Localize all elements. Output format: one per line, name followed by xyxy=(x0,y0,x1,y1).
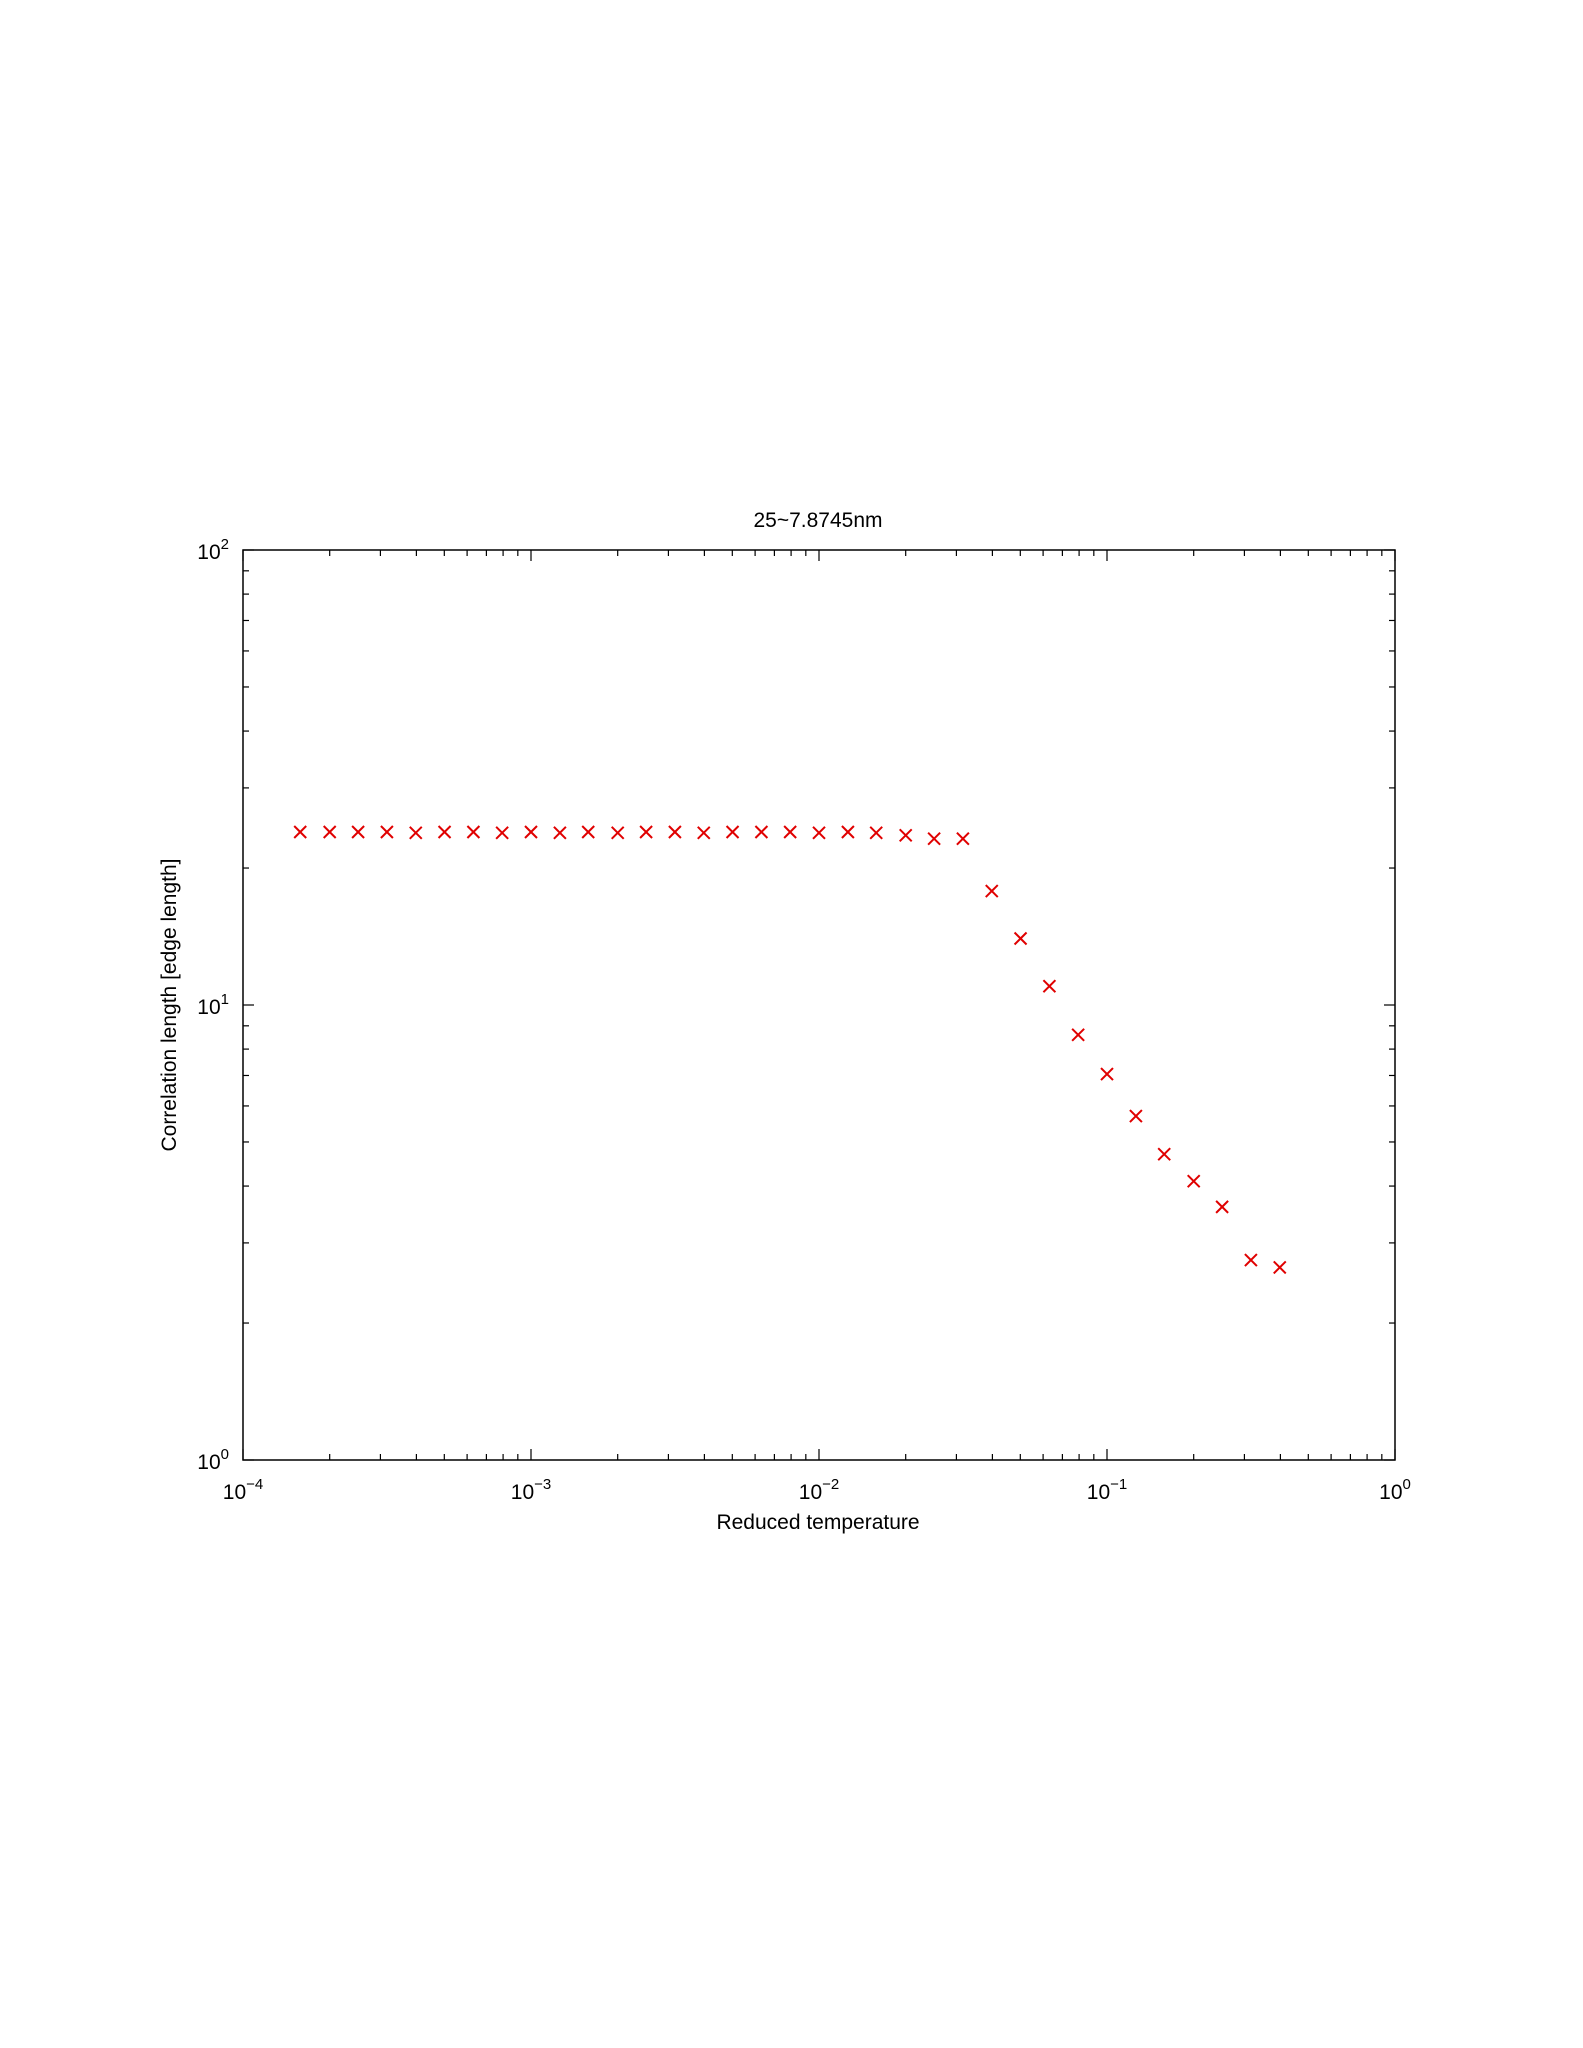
data-point-stroke xyxy=(783,825,797,839)
data-point-stroke xyxy=(524,825,538,839)
x-tick-label: 10−2 xyxy=(799,1476,839,1504)
data-point-stroke xyxy=(1215,1200,1229,1214)
data-point xyxy=(841,825,855,839)
data-point xyxy=(668,825,682,839)
data-point xyxy=(1186,1174,1201,1188)
data-point xyxy=(1157,1147,1171,1161)
data-point-stroke xyxy=(610,826,625,840)
data-point xyxy=(351,825,365,839)
data-point xyxy=(697,826,711,840)
data-point-stroke xyxy=(956,831,970,846)
data-point xyxy=(581,825,595,839)
data-point-stroke xyxy=(898,828,913,843)
data-point-stroke xyxy=(1100,1067,1114,1081)
data-point-stroke xyxy=(841,825,855,839)
data-point xyxy=(495,826,509,840)
data-point xyxy=(409,826,423,840)
data-point xyxy=(1273,1260,1287,1275)
data-point-stroke xyxy=(1273,1260,1287,1275)
chart-title: 25~7.8745nm xyxy=(753,509,882,532)
data-point-stroke xyxy=(1129,1109,1143,1123)
data-point-stroke xyxy=(351,825,365,839)
data-point-stroke xyxy=(380,825,394,839)
y-tick-label: 100 xyxy=(197,1446,229,1474)
data-point-stroke xyxy=(437,825,452,839)
y-tick-labels: 100 101 102 xyxy=(197,536,229,1474)
data-point-stroke xyxy=(553,826,567,840)
x-tick-label: 10−3 xyxy=(511,1476,551,1504)
data-point xyxy=(869,826,883,840)
data-point-stroke xyxy=(927,831,941,846)
data-point-stroke xyxy=(1186,1174,1201,1188)
data-point-stroke xyxy=(668,825,682,839)
data-point xyxy=(639,825,653,839)
data-point-stroke xyxy=(1042,979,1057,993)
data-point-stroke xyxy=(754,825,769,839)
data-point xyxy=(1215,1200,1229,1214)
data-point-stroke xyxy=(1157,1147,1171,1161)
x-tick-labels: 10−4 10−3 10−2 10−1 100 xyxy=(223,1476,1411,1504)
data-point-stroke xyxy=(293,825,307,839)
data-point xyxy=(1100,1067,1114,1081)
data-point xyxy=(322,825,337,839)
y-axis-label: Correlation length [edge length] xyxy=(158,858,181,1151)
data-point-stroke xyxy=(581,825,595,839)
data-point xyxy=(812,826,826,840)
data-point xyxy=(610,826,625,840)
data-point xyxy=(380,825,394,839)
data-point xyxy=(1042,979,1057,993)
data-point-stroke xyxy=(1244,1253,1258,1267)
x-axis-label: Reduced temperature xyxy=(716,1511,919,1534)
data-point-stroke xyxy=(1013,931,1028,946)
data-point xyxy=(1013,931,1028,946)
data-point xyxy=(754,825,769,839)
data-point xyxy=(956,831,970,846)
plot-frame xyxy=(242,549,1396,1461)
data-point-stroke xyxy=(466,825,481,839)
data-point xyxy=(725,825,740,839)
data-point xyxy=(466,825,481,839)
data-points xyxy=(293,825,1287,1275)
data-point-stroke xyxy=(639,825,653,839)
data-point xyxy=(927,831,941,846)
data-point-stroke xyxy=(1071,1028,1085,1042)
data-point xyxy=(524,825,538,839)
x-tick-label: 10−1 xyxy=(1087,1476,1127,1504)
data-point xyxy=(1071,1028,1085,1042)
data-point xyxy=(437,825,452,839)
x-tick-label: 10−4 xyxy=(223,1476,263,1504)
data-point xyxy=(985,884,999,898)
data-point xyxy=(1244,1253,1258,1267)
data-point xyxy=(553,826,567,840)
x-tick-label: 100 xyxy=(1379,1476,1411,1504)
data-point-stroke xyxy=(322,825,337,839)
data-point xyxy=(898,828,913,843)
data-point-stroke xyxy=(812,826,826,840)
data-point-stroke xyxy=(725,825,740,839)
y-tick-label: 102 xyxy=(197,536,229,564)
data-point xyxy=(293,825,307,839)
data-point-stroke xyxy=(409,826,423,840)
data-point-stroke xyxy=(697,826,711,840)
data-point-stroke xyxy=(985,884,999,898)
data-point xyxy=(783,825,797,839)
y-tick-label: 101 xyxy=(197,991,229,1019)
data-point-stroke xyxy=(495,826,509,840)
data-point-stroke xyxy=(869,826,883,840)
data-point xyxy=(1129,1109,1143,1123)
